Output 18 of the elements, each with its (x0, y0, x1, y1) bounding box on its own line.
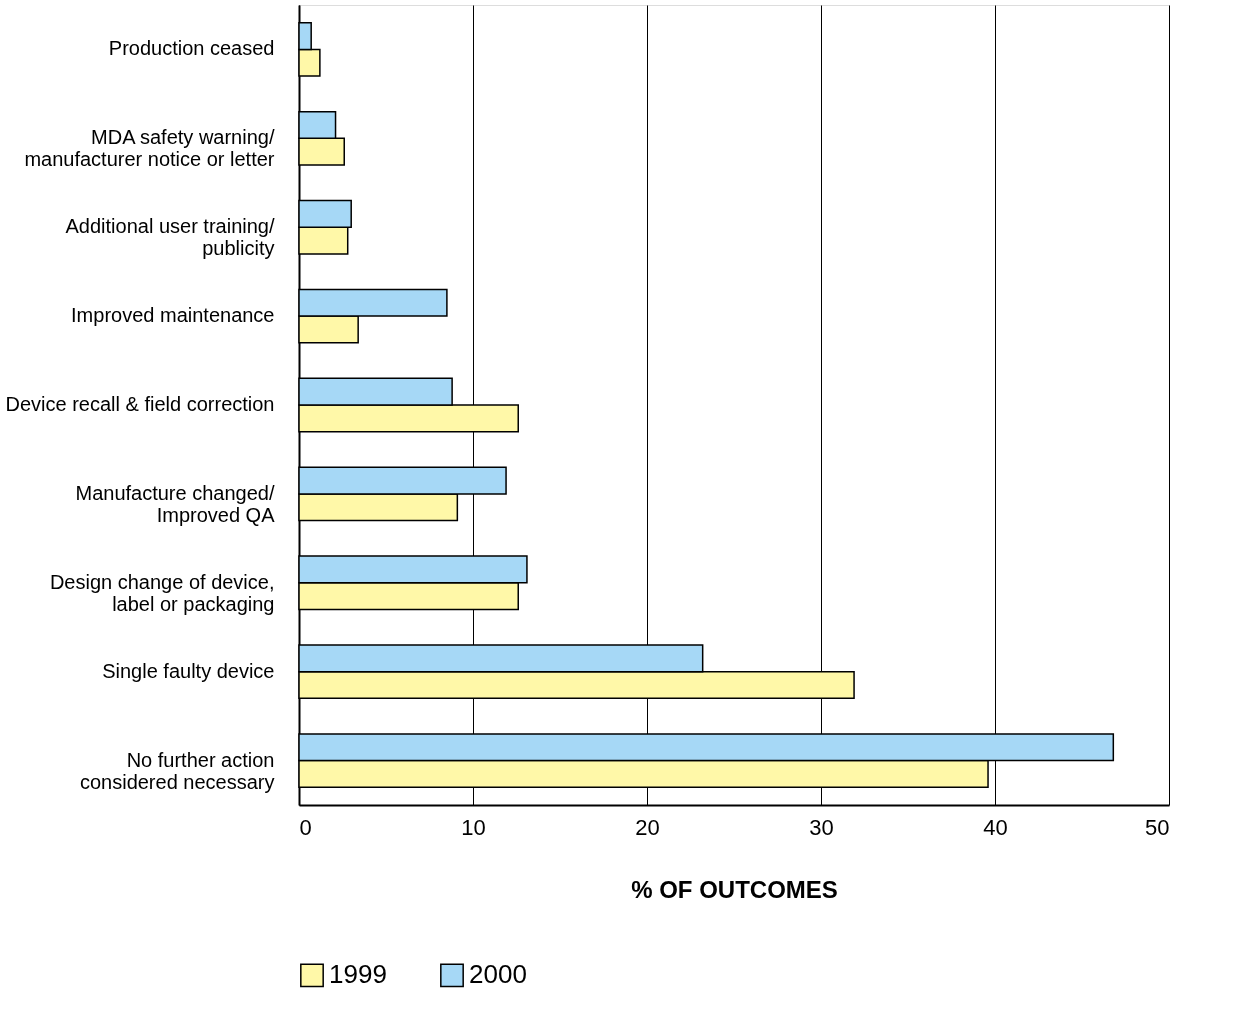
x-tick-label: 30 (809, 814, 834, 840)
y-tick-label: Additional user training/ publicity (65, 215, 275, 260)
y-tick-label: Improved maintenance (71, 304, 275, 327)
x-tick-label: 0 (299, 814, 312, 840)
y-tick-label: Design change of device, label or packaging (49, 570, 275, 615)
y-tick-label: No further action considered necessary (79, 748, 275, 793)
y-tick-label: Device recall & field correction (5, 393, 275, 415)
y-tick-label: Single faulty device (102, 659, 275, 682)
legend-label: 1999 (329, 959, 387, 990)
legend-label: 2000 (469, 959, 527, 990)
x-axis-title: % OF OUTCOMES (631, 875, 838, 903)
y-tick-label: Production ceased (108, 37, 275, 60)
x-tick-label: 20 (635, 814, 660, 840)
x-tick-label: 50 (1145, 814, 1170, 840)
y-tick-label: MDA safety warning/ manufacturer notice or letter (24, 126, 275, 171)
y-tick-label: Manufacture changed/ Improved QA (75, 481, 276, 526)
x-tick-label: 40 (983, 814, 1008, 840)
x-tick-label: 10 (461, 814, 486, 840)
